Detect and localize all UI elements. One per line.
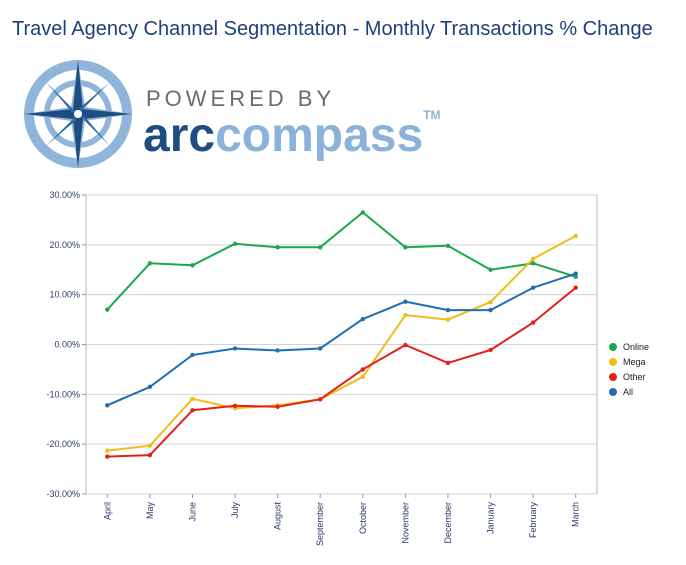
x-tick-label: April [102, 502, 112, 520]
page-title: Travel Agency Channel Segmentation - Mon… [12, 18, 653, 40]
series-line-other [107, 286, 577, 458]
data-point-other [147, 452, 153, 458]
x-tick-label: May [145, 502, 155, 520]
data-point-other [530, 320, 536, 325]
data-point-online [360, 210, 365, 215]
legend-label-all: All [623, 387, 633, 397]
logo-brand-compass: compass [215, 109, 424, 162]
data-point-all [318, 346, 323, 351]
data-point-other [275, 404, 280, 409]
data-point-online [190, 263, 195, 268]
data-point-mega [403, 312, 408, 318]
data-point-all [403, 299, 408, 304]
x-tick-label: August [273, 502, 283, 531]
data-point-all [488, 307, 493, 313]
data-point-other [403, 342, 408, 348]
data-point-online [445, 243, 451, 249]
data-point-other [190, 408, 195, 413]
data-point-mega [445, 317, 451, 322]
data-point-mega [488, 299, 493, 305]
x-axis: April May June July August September October No… [102, 494, 581, 546]
data-point-online [275, 245, 280, 250]
data-point-all [190, 352, 195, 358]
data-point-online [318, 245, 323, 250]
data-point-all [147, 384, 153, 390]
data-point-other [105, 454, 110, 459]
data-point-other [232, 403, 238, 408]
data-point-other [318, 397, 323, 402]
y-tick-label: 20.00% [49, 240, 80, 250]
series-line-all [106, 272, 577, 407]
data-point-online [488, 267, 493, 272]
x-tick-label: December [443, 502, 453, 544]
series-group [105, 210, 578, 459]
x-tick-label: January [486, 502, 496, 535]
legend: Online Mega Other All [609, 342, 649, 397]
logo-brand-text: arccompassTM [143, 108, 441, 163]
y-tick-label: 30.00% [49, 190, 80, 200]
y-tick-label: -20.00% [46, 439, 80, 449]
y-tick-label: -30.00% [46, 489, 80, 499]
data-point-online [105, 307, 110, 312]
gridlines [86, 194, 597, 495]
data-point-online [147, 261, 153, 266]
data-point-all [573, 271, 578, 276]
data-point-all [232, 346, 238, 351]
data-point-mega [147, 443, 153, 448]
logo-trademark: TM [423, 108, 441, 122]
data-point-other [488, 347, 493, 353]
x-tick-label: October [358, 502, 368, 534]
compass-rose-icon [24, 60, 132, 168]
data-point-mega [360, 374, 365, 380]
data-point-all [275, 348, 280, 353]
data-point-mega [573, 233, 578, 239]
data-point-mega [190, 396, 195, 402]
legend-marker-mega [609, 358, 617, 366]
data-point-mega [530, 256, 536, 261]
legend-label-online: Online [623, 342, 649, 352]
legend-label-other: Other [623, 372, 646, 382]
data-point-online [530, 261, 536, 266]
x-tick-label: February [528, 502, 538, 539]
y-axis: 30.00% 20.00% 10.00% 0.00% -10.00% -20.00% -30… [46, 190, 86, 499]
legend-marker-online [609, 343, 617, 351]
data-point-online [403, 245, 408, 250]
data-point-online [232, 241, 238, 247]
x-tick-label: November [400, 502, 410, 544]
series-line-mega [107, 235, 577, 452]
data-point-other [445, 360, 451, 366]
logo-powered-by-text: POWERED BY [146, 86, 336, 111]
legend-marker-all [609, 388, 617, 396]
y-tick-label: 0.00% [54, 340, 80, 350]
y-tick-label: 10.00% [49, 290, 80, 300]
legend-marker-other [609, 373, 617, 381]
arc-compass-logo: POWERED BY arccompassTM [22, 56, 477, 172]
data-point-other [573, 285, 578, 290]
line-chart: 30.00% 20.00% 10.00% 0.00% -10.00% -20.00% -30… [46, 190, 649, 546]
logo-brand-arc: arc [143, 109, 216, 162]
legend-label-mega: Mega [623, 357, 646, 367]
x-tick-label: July [230, 502, 240, 519]
x-tick-label: March [571, 502, 581, 527]
data-point-mega [105, 448, 110, 453]
data-point-all [105, 403, 110, 408]
data-point-other [360, 367, 365, 372]
data-point-all [445, 307, 451, 313]
y-tick-label: -10.00% [46, 389, 80, 399]
x-tick-label: September [315, 502, 325, 546]
data-point-all [360, 316, 365, 322]
data-point-all [530, 285, 536, 290]
series-line-online [106, 211, 577, 311]
x-tick-label: June [187, 502, 197, 522]
